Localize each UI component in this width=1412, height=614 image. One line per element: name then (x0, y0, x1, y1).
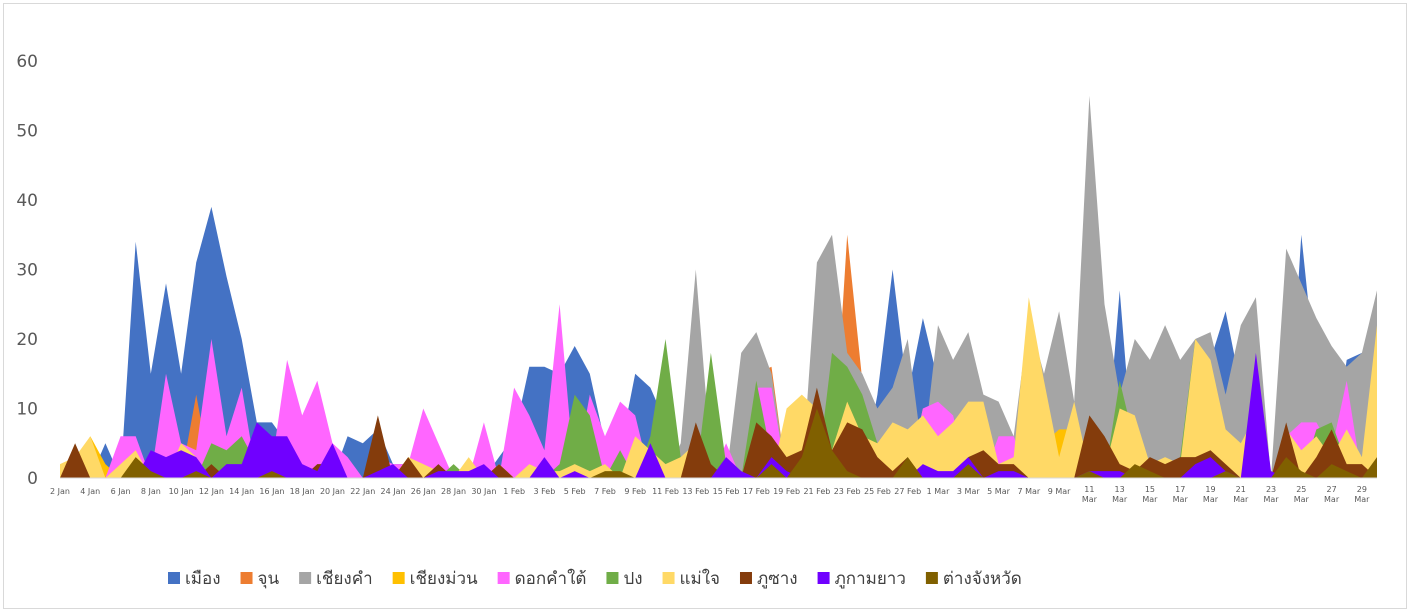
legend-swatch-3 (299, 572, 312, 584)
legend-label-1: เมือง (185, 569, 221, 589)
legend-swatch-5 (497, 572, 510, 584)
legend-label-4: เชียงม่วน (410, 569, 478, 589)
legend-label-8: ภูซาง (757, 569, 798, 589)
x-tick-label: 27 Mar (1324, 485, 1340, 504)
x-tick-label: 3 Feb (534, 487, 556, 496)
series-area-3 (60, 95, 1377, 479)
legend-swatch-8 (739, 572, 752, 584)
series-area-9 (60, 352, 1377, 478)
x-tick-label: 11 Feb (652, 487, 679, 496)
x-tick-label: 13 Feb (682, 487, 709, 496)
legend-label-3: เชียงคำ (316, 569, 373, 589)
series-area-6 (60, 339, 1377, 478)
legend-label-9: ภูกามยาว (835, 569, 906, 589)
x-tick-label: 29 Mar (1354, 485, 1370, 504)
x-tick-label: 15 Feb (713, 487, 740, 496)
legend-label-2: จุน (258, 569, 280, 589)
x-tick-label: 4 Jan (80, 487, 100, 496)
legend-swatch-10 (925, 572, 938, 584)
legend-label-6: ปง (623, 569, 642, 589)
x-tick-label: 21 Mar (1233, 485, 1249, 504)
legend-label-7: แม่ใจ (680, 568, 720, 589)
x-tick-label: 25 Feb (864, 487, 891, 496)
x-tick-label: 22 Jan (350, 487, 375, 496)
legend-swatch-2 (240, 572, 253, 584)
legend-label-10: ต่างจังหวัด (943, 569, 1022, 589)
x-tick-label: 8 Jan (141, 487, 161, 496)
x-tick-label: 12 Jan (199, 487, 224, 496)
legend-label-5: ดอกคำใต้ (515, 568, 587, 589)
x-tick-label: 14 Jan (229, 487, 254, 496)
x-tick-label: 5 Mar (987, 487, 1010, 496)
legend-swatch-9 (817, 572, 830, 584)
x-tick-label: 1 Feb (503, 487, 525, 496)
legend-swatch-7 (662, 572, 675, 584)
x-tick-label: 11 Mar (1082, 485, 1098, 504)
x-tick-label: 3 Mar (957, 487, 980, 496)
y-tick-label: 20 (16, 330, 38, 350)
y-tick-label: 50 (16, 122, 38, 142)
chart-frame (3, 3, 1407, 609)
y-tick-label: 60 (16, 52, 38, 72)
x-tick-label: 10 Jan (169, 487, 194, 496)
x-tick-label: 25 Mar (1294, 485, 1310, 504)
legend-swatch-4 (392, 572, 405, 584)
x-tick-label: 9 Mar (1048, 487, 1071, 496)
x-tick-label: 13 Mar (1112, 485, 1128, 504)
y-tick-label: 40 (16, 191, 38, 211)
x-tick-label: 19 Feb (773, 487, 800, 496)
x-tick-label: 7 Mar (1017, 487, 1040, 496)
x-tick-label: 20 Jan (320, 487, 345, 496)
y-tick-label: 10 (16, 400, 38, 420)
x-tick-label: 7 Feb (594, 487, 616, 496)
x-tick-label: 6 Jan (111, 487, 131, 496)
x-tick-label: 30 Jan (471, 487, 496, 496)
x-tick-label: 26 Jan (411, 487, 436, 496)
y-tick-label: 0 (27, 469, 38, 489)
x-tick-label: 21 Feb (803, 487, 830, 496)
x-tick-label: 23 Mar (1263, 485, 1279, 504)
x-tick-label: 24 Jan (381, 487, 406, 496)
x-tick-label: 19 Mar (1203, 485, 1219, 504)
legend-swatch-6 (606, 572, 619, 584)
x-tick-label: 18 Jan (290, 487, 315, 496)
series-area-7 (60, 297, 1377, 478)
x-tick-label: 28 Jan (441, 487, 466, 496)
x-tick-label: 1 Mar (927, 487, 950, 496)
x-tick-label: 2 Jan (50, 487, 70, 496)
y-tick-label: 30 (16, 261, 38, 281)
x-tick-label: 16 Jan (259, 487, 284, 496)
x-tick-label: 27 Feb (894, 487, 921, 496)
x-tick-label: 17 Mar (1173, 485, 1189, 504)
x-tick-label: 23 Feb (834, 487, 861, 496)
x-tick-label: 17 Feb (743, 487, 770, 496)
x-tick-label: 15 Mar (1142, 485, 1158, 504)
x-tick-label: 5 Feb (564, 487, 586, 496)
legend-swatch-1 (168, 572, 180, 584)
x-tick-label: 9 Feb (624, 487, 646, 496)
